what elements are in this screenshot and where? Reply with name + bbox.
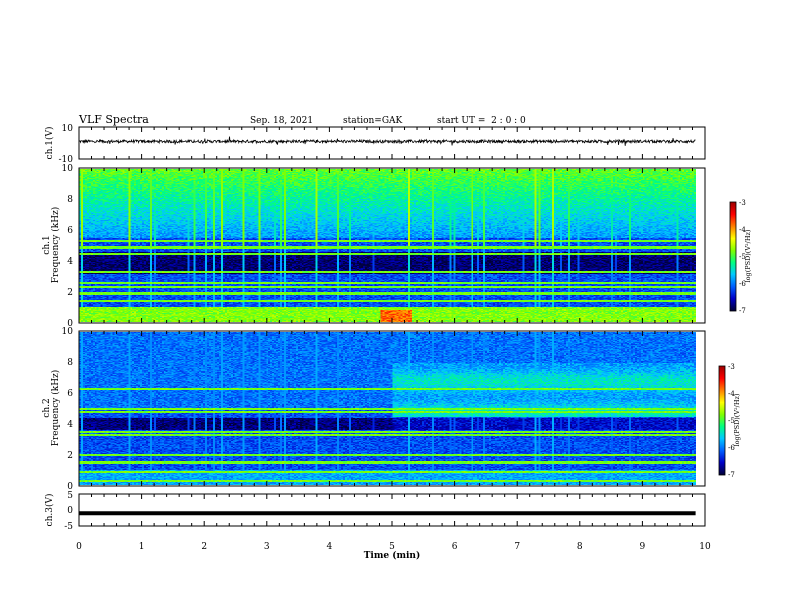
- ch3-ytick-minus5: -5: [64, 522, 73, 532]
- ch2-ytick-2: 2: [67, 451, 73, 461]
- x-tick-label-8: 8: [577, 542, 583, 552]
- ch3-waveform-ylabel: ch.3(V): [44, 494, 55, 527]
- ch1-waveform-ylabel: ch.1(V): [44, 127, 55, 160]
- ch1-ytick-top: 10: [62, 124, 74, 134]
- ch2-ytick-0: 0: [67, 482, 73, 492]
- x-tick-label-5: 5: [389, 542, 395, 552]
- ch2-colorbar-label: log(PSD)(V²/Hz): [733, 393, 741, 446]
- figure-title: VLF Spectra: [78, 113, 149, 126]
- ch1-cb-tick-minus6: -6: [739, 280, 746, 288]
- ch2-ytick-8: 8: [67, 358, 73, 368]
- x-tick-label-2: 2: [201, 542, 207, 552]
- ch2-spectrogram-ylabel-frequency: Frequency (kHz): [50, 370, 61, 447]
- figure-station: station=GAK: [343, 116, 403, 126]
- x-tick-label-9: 9: [640, 542, 646, 552]
- ch1-colorbar: -3 -4 -5 -6 -7 log(PSD)(V²/Hz): [729, 199, 752, 315]
- x-tick-label-1: 1: [139, 542, 145, 552]
- x-tick-label-4: 4: [327, 542, 333, 552]
- figure-start-time: start UT = 2 : 0 : 0: [437, 116, 526, 126]
- ch3-ytick-5: 5: [67, 491, 73, 501]
- ch1-spectrogram-ylabel-channel: ch.1: [42, 235, 52, 254]
- x-tick-label-6: 6: [452, 542, 458, 552]
- ch1-ytick-2: 2: [67, 288, 73, 298]
- ch2-cb-tick-minus3: -3: [728, 363, 735, 371]
- ch2-cb-tick-minus4: -4: [728, 390, 735, 398]
- ch2-cb-tick-minus7: -7: [728, 471, 735, 479]
- x-axis-tick-labels: 0 1 2 3 4 5 6 7 8 9 10: [76, 542, 711, 552]
- x-tick-label-3: 3: [264, 542, 270, 552]
- ch1-ytick-bottom: -10: [59, 155, 74, 165]
- ch2-ytick-10: 10: [62, 327, 74, 337]
- ch1-cb-tick-minus4: -4: [739, 226, 746, 234]
- ch1-cb-tick-minus7: -7: [739, 307, 746, 315]
- x-axis-label: Time (min): [364, 550, 421, 561]
- figure-date: Sep. 18, 2021: [250, 116, 313, 126]
- ch1-ytick-0: 0: [67, 319, 73, 329]
- x-tick-label-10: 10: [699, 542, 711, 552]
- ch1-cb-tick-minus3: -3: [739, 199, 746, 207]
- ch1-colorbar-image: [730, 202, 736, 311]
- ch2-spectrogram-image: [79, 332, 696, 485]
- ch2-spectrogram-frame: [78, 330, 706, 487]
- ch1-spectrogram-panel: 10 8 6 4 2 0 ch.1 Frequency (kHz): [42, 164, 706, 329]
- x-tick-label-0: 0: [76, 542, 82, 552]
- ch2-ytick-4: 4: [67, 420, 73, 430]
- ch1-waveform-trace: [78, 136, 696, 146]
- ch2-colorbar-image: [719, 366, 725, 475]
- ch1-colorbar-label: log(PSD)(V²/Hz): [744, 229, 752, 282]
- ch1-ytick-8: 8: [67, 195, 73, 205]
- ch1-ytick-6: 6: [67, 226, 73, 236]
- ch3-waveform-panel: 5 0 -5 ch.3(V): [44, 491, 706, 532]
- ch2-ytick-6: 6: [67, 389, 73, 399]
- ch1-ytick-4: 4: [67, 257, 73, 267]
- ch3-ytick-0: 0: [67, 506, 73, 516]
- ch2-spectrogram-ylabel-channel: ch.2: [42, 398, 52, 417]
- axis-tick-marks: [78, 127, 706, 526]
- ch2-colorbar-frame: [718, 365, 726, 476]
- ch1-colorbar-frame: [729, 201, 737, 312]
- ch1-waveform-panel: 10 -10 ch.1(V): [44, 124, 706, 165]
- ch2-cb-tick-minus5: -5: [728, 417, 735, 425]
- ch2-spectrogram-panel: 10 8 6 4 2 0 ch.2 Frequency (kHz): [42, 327, 706, 492]
- ch1-spectrogram-frame: [78, 167, 706, 324]
- ch1-cb-tick-minus5: -5: [739, 253, 746, 261]
- x-tick-label-7: 7: [514, 542, 520, 552]
- ch1-ytick-10: 10: [62, 164, 74, 174]
- ch1-spectrogram-image: [79, 169, 696, 322]
- ch1-spectrogram-ylabel-frequency: Frequency (kHz): [50, 207, 61, 284]
- ch2-colorbar: -3 -4 -5 -6 -7 log(PSD)(V²/Hz): [718, 363, 741, 479]
- ch2-cb-tick-minus6: -6: [728, 444, 735, 452]
